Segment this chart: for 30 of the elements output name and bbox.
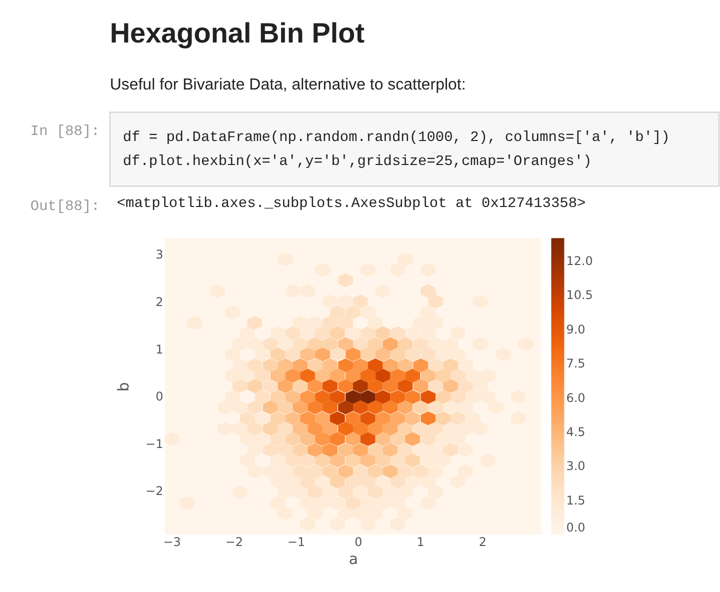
text: <matplotlib.axes._subplots.AxesSubplot at 0x127413358> bbox=[116, 196, 586, 212]
y-axis-title: b bbox=[114, 382, 133, 392]
color-bar-label: 12.0 bbox=[566, 254, 593, 268]
color-bar-label: 9.0 bbox=[566, 322, 586, 336]
y-tick-label: 2 bbox=[156, 294, 164, 309]
text: Out[88]: bbox=[30, 199, 100, 216]
text: df = pd.DataFrame(np.random.randn(1000, 2), columns=['a', 'b']) bbox=[122, 130, 670, 146]
x-tick-label: 1 bbox=[416, 535, 424, 550]
color-bar-label: 3.0 bbox=[566, 459, 586, 474]
color-bar-label: 7.5 bbox=[566, 356, 586, 371]
color-bar-label: 4.5 bbox=[566, 425, 586, 439]
text: In [88]: bbox=[30, 124, 100, 140]
x-tick-label: −1 bbox=[288, 535, 306, 550]
color-bar-label: 1.5 bbox=[566, 493, 586, 508]
y-tick-label: 0 bbox=[156, 390, 164, 404]
color-bar-label: 0.0 bbox=[566, 520, 586, 535]
chart-subtitle: Useful for Bivariate Data, alternative to scatterplot: bbox=[110, 76, 466, 94]
y-tick-label: 3 bbox=[156, 248, 164, 262]
x-tick-label: 0 bbox=[354, 535, 362, 550]
text: df.plot.hexbin(x='a',y='b',gridsize=25,cmap='Oranges') bbox=[122, 154, 592, 170]
y-tick-label: 1 bbox=[156, 342, 164, 356]
color-bar-label: 10.5 bbox=[566, 288, 593, 302]
y-tick-label: −1 bbox=[146, 436, 164, 451]
chart-title: Hexagonal Bin Plot bbox=[110, 17, 365, 48]
y-tick-label: −2 bbox=[146, 484, 164, 498]
x-tick-label: −3 bbox=[163, 535, 181, 550]
x-tick-label: 2 bbox=[478, 535, 487, 550]
color-bar-label: 6.0 bbox=[566, 390, 586, 405]
x-tick-label: −2 bbox=[225, 535, 244, 550]
x-axis-title: a bbox=[348, 550, 358, 568]
